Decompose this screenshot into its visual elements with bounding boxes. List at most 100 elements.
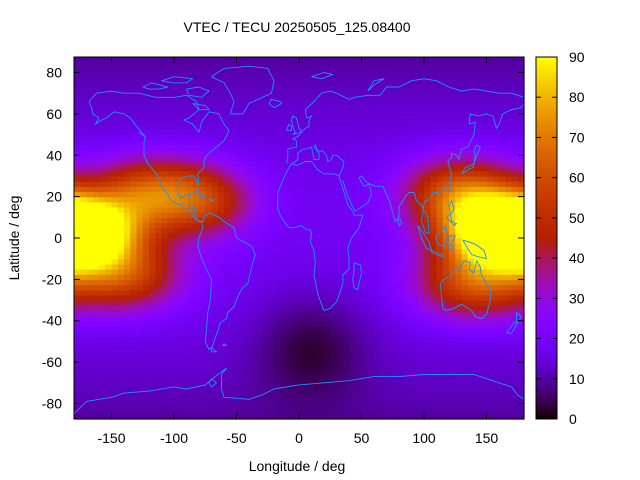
heat-cell [405, 351, 413, 358]
heat-cell [467, 243, 475, 249]
heat-cell [224, 248, 231, 255]
heat-cell [324, 160, 331, 167]
heat-cell [436, 351, 444, 358]
heat-cell [436, 206, 444, 213]
heat-cell [336, 113, 344, 120]
heat-cell [249, 82, 256, 89]
heat-cell [430, 144, 438, 151]
heat-cell [392, 387, 400, 394]
heat-cell [292, 356, 300, 363]
heat-cell [205, 269, 213, 275]
heat-cell [155, 341, 163, 348]
heat-cell [461, 160, 469, 167]
heat-cell [305, 372, 313, 379]
heat-cell [349, 382, 356, 389]
heat-cell [430, 103, 438, 110]
heat-cell [367, 320, 375, 327]
heat-cell [355, 144, 363, 151]
heat-cell [399, 408, 406, 415]
heat-cell [486, 206, 494, 213]
heat-cell [374, 413, 381, 420]
heat-cell [349, 269, 356, 275]
heat-cell [180, 279, 188, 286]
heat-cell [392, 248, 400, 255]
heat-cell [155, 289, 163, 296]
heat-cell [442, 289, 450, 296]
heat-cell [380, 305, 388, 311]
heat-cell [180, 201, 188, 208]
heat-cell [274, 300, 281, 306]
heat-cell [92, 258, 100, 265]
heat-cell [105, 67, 113, 74]
heat-cell [505, 269, 513, 275]
heat-cell [342, 284, 350, 291]
heat-cell [292, 98, 300, 105]
heat-cell [449, 331, 456, 337]
heat-cell [186, 243, 194, 249]
heat-cell [405, 181, 413, 187]
heat-cell [124, 186, 131, 193]
heat-cell [467, 258, 475, 265]
heat-cell [311, 88, 319, 94]
heat-cell [267, 362, 275, 368]
heat-cell [455, 108, 463, 115]
heat-cell [317, 113, 325, 120]
heat-cell [111, 144, 119, 151]
heat-cell [330, 57, 338, 63]
heat-cell [255, 67, 263, 74]
heat-cell [105, 269, 113, 275]
heat-cell [286, 93, 294, 99]
heat-cell [449, 217, 456, 224]
heat-cell [199, 341, 206, 348]
heat-cell [442, 108, 450, 115]
heat-cell [324, 294, 331, 301]
heat-cell [155, 139, 163, 146]
heat-cell [299, 175, 306, 182]
heat-cell [499, 196, 506, 203]
heat-cell [74, 413, 81, 420]
heat-cell [330, 398, 338, 405]
heat-cell [399, 274, 406, 280]
heat-cell [86, 170, 94, 177]
heat-cell [161, 372, 169, 379]
heat-cell [286, 408, 294, 415]
heat-cell [480, 408, 488, 415]
heat-cell [192, 124, 200, 130]
heat-cell [142, 315, 150, 322]
heat-cell [86, 212, 94, 218]
heat-cell [180, 243, 188, 249]
heat-cell [224, 341, 231, 348]
heat-cell [130, 305, 138, 311]
heat-cell [136, 253, 144, 260]
heat-cell [280, 144, 288, 151]
heat-cell [417, 377, 425, 384]
heat-cell [105, 393, 113, 399]
heat-cell [174, 119, 181, 125]
heat-cell [349, 284, 356, 291]
heat-cell [480, 269, 488, 275]
heat-cell [486, 351, 494, 358]
heat-cell [74, 62, 81, 68]
heat-cell [474, 346, 481, 353]
heat-cell [405, 377, 413, 384]
heat-cell [130, 186, 138, 193]
heat-cell [430, 222, 438, 229]
heat-cell [180, 238, 188, 244]
heat-cell [480, 346, 488, 353]
heat-cell [161, 62, 169, 68]
heat-cell [467, 170, 475, 177]
heat-cell [142, 284, 150, 291]
heat-cell [155, 196, 163, 203]
heat-cell [255, 377, 263, 384]
heat-cell [92, 367, 100, 374]
heat-cell [380, 129, 388, 136]
heat-cell [211, 367, 219, 374]
heat-cell [161, 403, 169, 410]
heat-cell [449, 103, 456, 110]
heat-cell [380, 398, 388, 405]
heat-cell [486, 398, 494, 405]
heat-cell [436, 289, 444, 296]
heat-cell [192, 170, 200, 177]
heat-cell [292, 124, 300, 130]
heat-cell [230, 108, 238, 115]
